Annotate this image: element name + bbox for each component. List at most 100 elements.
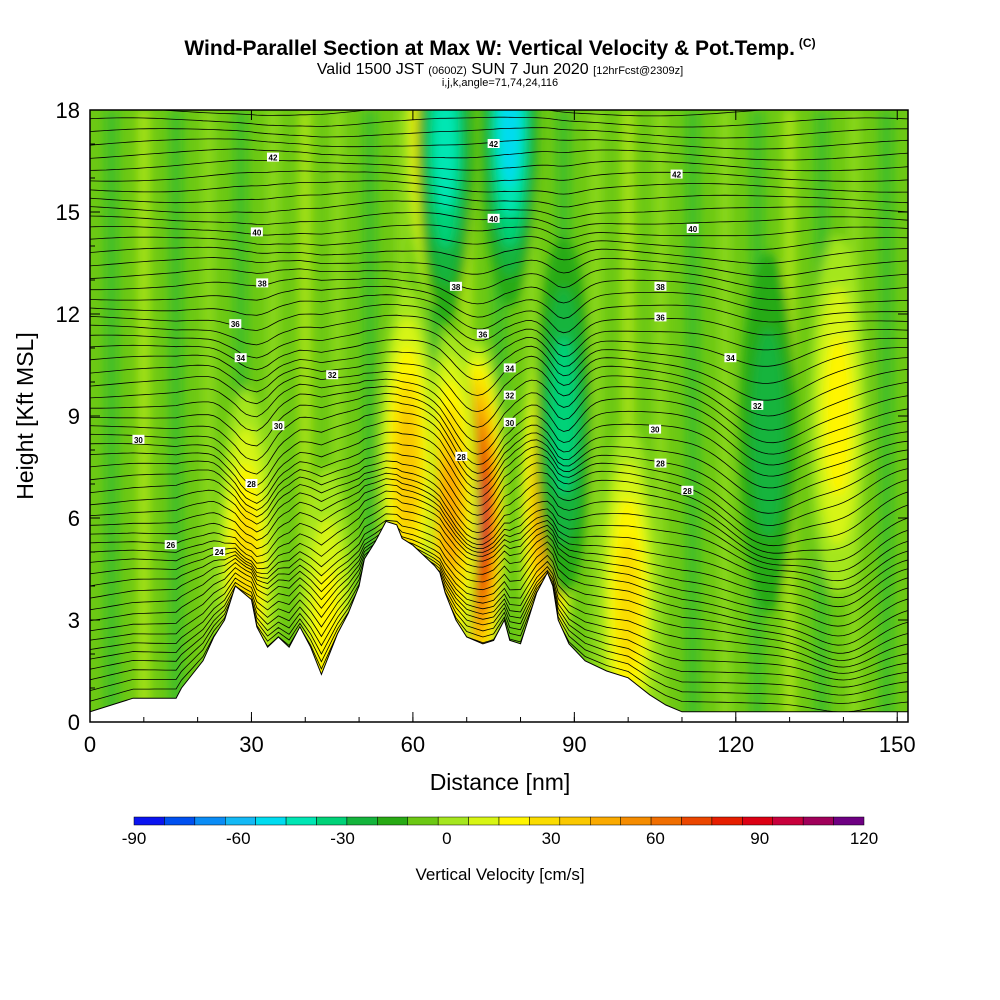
theta-contour-line — [90, 361, 908, 417]
colorbar-swatch — [590, 816, 621, 826]
colorbar-swatch — [620, 816, 652, 826]
theta-contour-label-bg — [132, 434, 145, 444]
y-tick-label: 18 — [56, 98, 80, 123]
theta-contour-label-bg — [256, 278, 269, 288]
colorbar-tick-label: 90 — [750, 829, 769, 848]
y-tick-label: 6 — [68, 506, 80, 531]
theta-contour-label-bg — [649, 424, 662, 434]
velocity-cell — [433, 110, 457, 212]
theta-contour-label-bg — [503, 390, 516, 400]
theta-contour-line — [90, 127, 908, 139]
theta-contour-labels: 24 26 28 28 28 28 30 30 30 30 32 32 32 34 34 34 36 36 36 38… — [132, 139, 764, 557]
y-axis-label: Height [Kft MSL] — [12, 332, 38, 499]
theta-contour-label-text: 30 — [505, 419, 514, 428]
theta-contour-label-text: 40 — [489, 215, 498, 224]
theta-contour-line — [90, 531, 908, 654]
theta-contour-line — [90, 460, 908, 547]
theta-contour-line — [90, 224, 908, 239]
velocity-cell — [550, 336, 577, 496]
theta-contour-line — [90, 180, 908, 195]
theta-contour-label: 28 — [455, 451, 468, 462]
y-tick-label: 9 — [68, 404, 80, 429]
colorbar-swatch — [377, 816, 409, 826]
theta-contour-label: 38 — [256, 278, 269, 288]
theta-contour-label-text: 28 — [457, 453, 466, 462]
theta-contour-label-bg — [455, 451, 468, 461]
colorbar-tick-label: -90 — [122, 829, 147, 848]
theta-contour-line — [90, 400, 908, 477]
theta-contour-label: 30 — [272, 421, 285, 431]
theta-contour-label: 42 — [266, 152, 279, 163]
theta-contour-label: 24 — [213, 547, 226, 557]
chart-title: Wind-Parallel Section at Max W: Vertical… — [0, 36, 1000, 61]
theta-contour-line — [90, 257, 908, 277]
theta-contour-label-bg — [670, 169, 683, 179]
theta-contour-label-text: 38 — [451, 283, 460, 292]
theta-contour-line — [90, 236, 908, 251]
theta-contour-line — [90, 539, 908, 688]
theta-contour-line — [90, 159, 908, 172]
colorbar-swatch — [194, 816, 226, 826]
theta-contour-label: 40 — [487, 213, 500, 224]
theta-contour-label-text: 36 — [231, 320, 240, 329]
theta-contour-line — [90, 528, 908, 646]
theta-contour-line — [90, 497, 908, 599]
theta-contour-line — [90, 314, 908, 358]
theta-contour-label-bg — [229, 319, 242, 329]
theta-contour-label-text: 28 — [683, 487, 692, 496]
theta-contour-label-bg — [326, 370, 339, 380]
valid-date: SUN 7 Jun 2020 — [471, 61, 589, 78]
x-tick-label: 60 — [401, 732, 425, 757]
theta-contour-line — [90, 513, 908, 617]
theta-contour-line — [90, 339, 908, 384]
colorbar-swatch — [772, 816, 804, 826]
theta-contour-label-bg — [654, 281, 667, 291]
theta-contour-label: 40 — [250, 227, 263, 237]
theta-contour-label: 32 — [503, 390, 516, 401]
theta-contour-label-bg — [654, 458, 667, 468]
theta-contour-label-text: 42 — [269, 154, 278, 163]
theta-contour-label: 36 — [229, 319, 242, 329]
theta-contour-label-text: 40 — [252, 228, 261, 237]
x-tick-label: 150 — [879, 732, 916, 757]
colorbar-swatch — [407, 816, 439, 826]
theta-contour-line — [90, 519, 908, 627]
theta-contour-label-bg — [487, 213, 500, 223]
theta-contour-label: 34 — [724, 353, 737, 363]
velocity-cell — [824, 336, 852, 496]
theta-contour-label-text: 28 — [247, 480, 256, 489]
theta-contour-label-bg — [234, 353, 247, 363]
theta-contour-label: 28 — [245, 479, 258, 489]
y-tick-label: 15 — [56, 200, 80, 225]
section-params: i,j,k,angle=71,74,24,116 — [441, 77, 559, 89]
theta-contour-label-text: 30 — [274, 422, 283, 431]
theta-contour-label: 36 — [476, 329, 489, 339]
velocity-streak — [105, 110, 118, 722]
colorbar-swatch — [833, 816, 865, 826]
colorbar-swatch — [681, 816, 713, 826]
theta-contour-line — [90, 478, 908, 573]
theta-contour-line — [90, 452, 908, 537]
velocity-streak — [170, 110, 183, 722]
theta-contour-label: 38 — [654, 281, 667, 292]
theta-contour-label-bg — [487, 139, 500, 148]
colorbar-tick-label: 0 — [442, 829, 451, 848]
theta-contour-label: 28 — [681, 485, 694, 496]
theta-contour-label-bg — [724, 353, 737, 363]
colorbar-swatch — [711, 816, 743, 826]
theta-contour-label: 28 — [654, 458, 667, 469]
colorbar-swatch — [529, 816, 561, 826]
theta-contour-line — [90, 537, 908, 681]
theta-contour-line — [90, 472, 908, 562]
velocity-cell — [499, 110, 521, 187]
colorbar-swatch — [316, 816, 348, 826]
theta-contour-label-bg — [245, 479, 258, 488]
colorbar-swatch — [498, 816, 530, 826]
theta-contour-label-bg — [686, 224, 699, 233]
theta-contour-label-bg — [654, 312, 667, 322]
theta-contour-label-text: 36 — [656, 313, 665, 322]
theta-contour-label-bg — [751, 400, 764, 410]
theta-contour-label-text: 36 — [478, 330, 487, 339]
theta-contour-label: 26 — [164, 540, 177, 550]
